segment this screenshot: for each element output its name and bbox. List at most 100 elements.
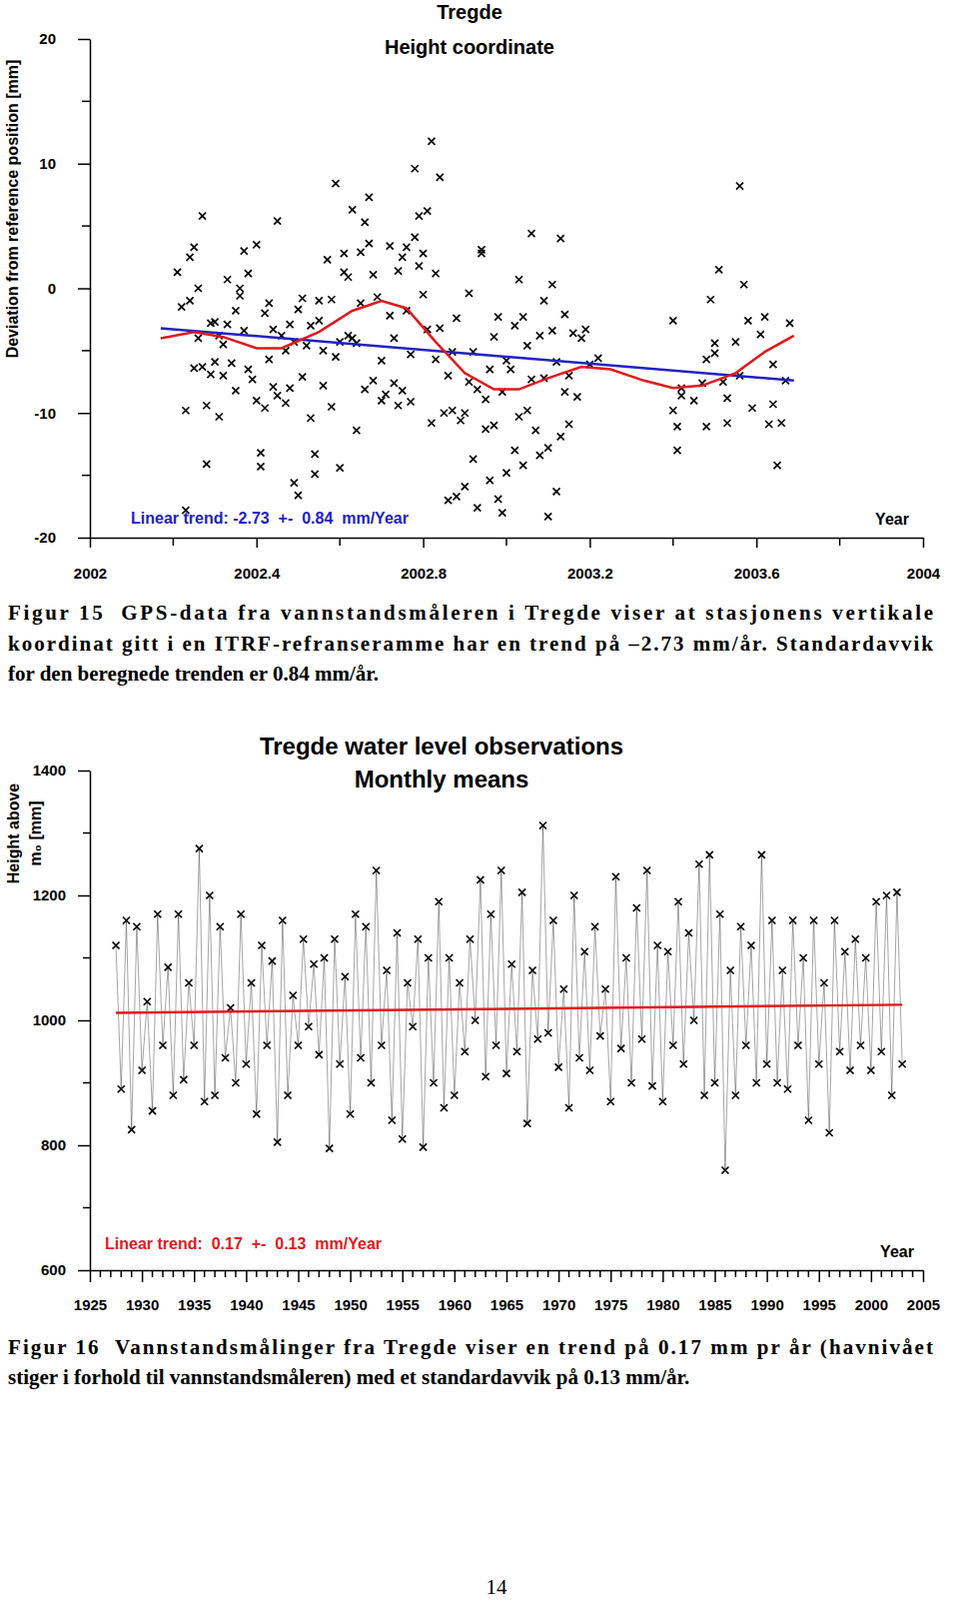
- chart-subtitle: Height coordinate: [384, 35, 555, 58]
- marker: [388, 1116, 396, 1124]
- x-axis: 1925193019351940194519501955196019651970…: [73, 1269, 941, 1313]
- tick-label: 1930: [125, 1295, 159, 1313]
- marker: [654, 942, 662, 950]
- marker: [703, 422, 711, 430]
- tick-label: 600: [40, 1260, 66, 1278]
- tick: 1940: [229, 1269, 263, 1313]
- series-line: [115, 825, 903, 1170]
- tick: 1000: [32, 1010, 90, 1028]
- marker: [153, 910, 161, 918]
- marker: [369, 270, 377, 278]
- tick-label: 1940: [229, 1295, 263, 1313]
- marker: [617, 1044, 625, 1052]
- marker: [573, 393, 581, 401]
- marker: [711, 349, 719, 357]
- marker: [523, 406, 531, 414]
- marker: [638, 1034, 646, 1042]
- marker: [673, 422, 681, 430]
- tick-mark: [193, 1269, 196, 1282]
- minor-tick: [82, 957, 90, 959]
- marker: [177, 303, 185, 311]
- tick-label: 1990: [750, 1295, 784, 1313]
- marker: [757, 330, 765, 338]
- marker: [565, 420, 573, 428]
- marker: [117, 1084, 125, 1092]
- marker: [382, 390, 390, 398]
- x-axis: 20022002.42002.82003.22003.62004: [73, 537, 942, 582]
- marker: [523, 1119, 531, 1127]
- marker: [549, 917, 557, 925]
- marker: [867, 1066, 875, 1074]
- tick-label: 1980: [646, 1295, 680, 1313]
- chart-texts: TregdeHeight coordinateYearDeviation fro…: [3, 0, 910, 528]
- tick-label: 1400: [32, 761, 66, 779]
- marker: [602, 984, 610, 992]
- tick-label: -10: [33, 404, 56, 422]
- marker: [372, 867, 380, 875]
- marker: [511, 321, 519, 329]
- marker: [724, 394, 732, 402]
- marker: [575, 1053, 583, 1061]
- marker: [323, 255, 331, 263]
- marker: [390, 334, 398, 342]
- marker: [690, 1016, 698, 1024]
- marker: [311, 470, 319, 478]
- marker: [273, 217, 281, 225]
- marker: [758, 851, 766, 859]
- tick-mark: [610, 1269, 613, 1282]
- marker: [581, 948, 589, 956]
- marker: [557, 432, 565, 440]
- tick-mark: [77, 1019, 90, 1022]
- x-axis-title: Year: [875, 510, 910, 528]
- marker: [523, 341, 531, 349]
- marker: [223, 320, 231, 328]
- marker: [190, 243, 198, 251]
- minor-tick: [82, 1206, 90, 1209]
- marker: [377, 396, 385, 404]
- marker: [883, 892, 891, 900]
- marker: [539, 822, 547, 830]
- marker: [211, 318, 219, 326]
- marker: [503, 1069, 511, 1077]
- marker: [226, 1003, 234, 1011]
- marker: [315, 1050, 323, 1058]
- marker: [555, 1062, 563, 1070]
- marker: [707, 295, 715, 303]
- marker: [769, 400, 777, 408]
- marker: [628, 1078, 636, 1086]
- marker: [341, 972, 349, 980]
- marker: [519, 461, 527, 469]
- marker: [357, 248, 365, 256]
- marker: [304, 1022, 312, 1030]
- marker: [164, 962, 172, 970]
- marker: [765, 420, 773, 428]
- tick-label: 2000: [855, 1295, 889, 1313]
- marker: [247, 978, 255, 986]
- marker: [511, 446, 519, 454]
- marker: [528, 375, 536, 383]
- marker: [307, 414, 315, 422]
- marker: [402, 243, 410, 251]
- marker: [456, 978, 464, 986]
- marker: [294, 1041, 302, 1049]
- caption-line: koordinat gitt i en ITRF-refranseramme h…: [7, 631, 934, 656]
- marker: [256, 449, 264, 457]
- marker: [344, 273, 352, 281]
- marker: [578, 334, 586, 342]
- tick-mark: [77, 38, 90, 41]
- marker: [724, 419, 732, 427]
- marker: [194, 284, 202, 292]
- tick: 10: [38, 154, 90, 172]
- marker: [299, 935, 307, 943]
- marker: [190, 1041, 198, 1049]
- marker: [607, 1097, 615, 1105]
- marker: [503, 469, 511, 477]
- tick-mark: [766, 1269, 769, 1282]
- marker: [361, 385, 369, 393]
- tick: 2002.8: [400, 537, 447, 582]
- marker: [544, 512, 552, 520]
- tick-label: 2003.6: [734, 564, 781, 582]
- tick-label: 2003.2: [567, 564, 614, 582]
- marker: [473, 504, 481, 512]
- marker: [340, 249, 348, 257]
